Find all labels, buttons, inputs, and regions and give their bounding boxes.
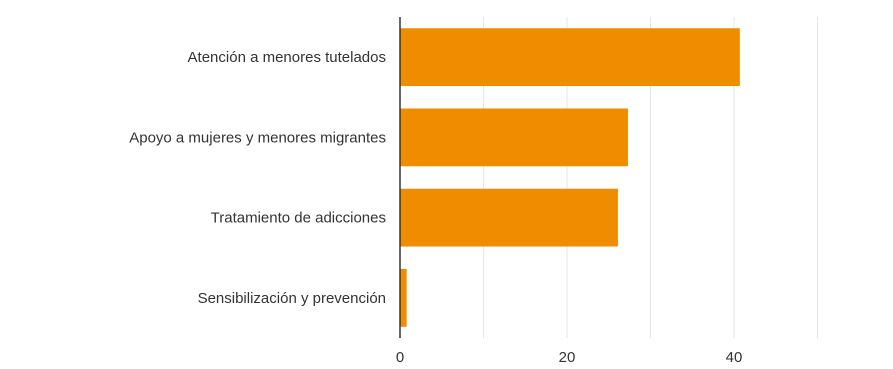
- bars: [400, 28, 740, 327]
- bar-3: [400, 189, 618, 247]
- category-labels: Atención a menores tutelados Apoyo a muje…: [129, 49, 386, 307]
- category-label-2: Apoyo a mujeres y menores migrantes: [129, 129, 386, 146]
- x-tick-label-40: 40: [726, 349, 743, 364]
- category-label-3: Tratamiento de adicciones: [211, 210, 386, 227]
- x-tick-label-20: 20: [559, 349, 576, 364]
- category-label-4: Sensibilización y prevención: [198, 290, 386, 307]
- bar-4: [400, 269, 407, 327]
- x-tick-labels: 0 20 40: [396, 349, 743, 364]
- bar-1: [400, 28, 740, 86]
- bar-2: [400, 108, 628, 166]
- category-label-1: Atención a menores tutelados: [188, 49, 386, 66]
- x-tick-label-0: 0: [396, 349, 404, 364]
